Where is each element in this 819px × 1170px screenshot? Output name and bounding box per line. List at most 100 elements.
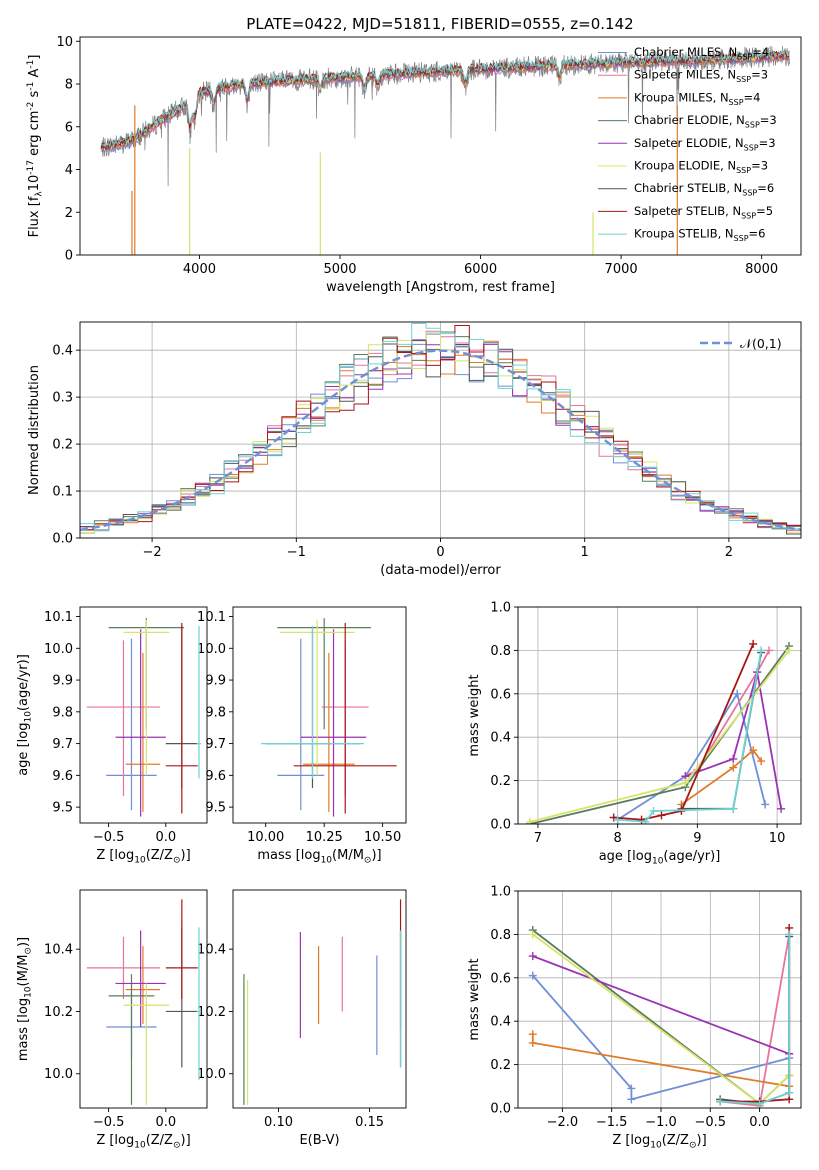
y-tick-label: 0.2: [490, 1058, 511, 1073]
label-segment: Chabrier MILES, N: [634, 45, 737, 59]
label-segment: SSP: [734, 234, 749, 243]
y-tick-label: 10.0: [44, 642, 73, 657]
errorbar-point: [86, 936, 161, 999]
errorbar-point: [115, 930, 166, 1028]
label-segment: erg cm: [27, 111, 42, 160]
weight-point-marker: [729, 754, 738, 763]
y-tick-label: 9.7: [52, 737, 73, 752]
weight-point-marker: [757, 757, 766, 766]
normal-reference-curve: [80, 349, 801, 531]
x-axis-label: age [log10(age/yr)]: [599, 849, 721, 867]
weight-point-marker: [528, 971, 537, 980]
weight-point-marker: [649, 806, 658, 815]
y-tick-label: 8: [65, 78, 73, 93]
label-segment: SSP: [736, 75, 751, 84]
weight-point-marker: [641, 817, 650, 824]
weight-point-marker: [613, 815, 622, 824]
errorbar-point: [277, 618, 371, 730]
label-segment: Chabrier STELIB, N: [634, 181, 742, 195]
legend-label: Salpeter ELODIE, NSSP=3: [634, 136, 776, 153]
residual-histogram-step: [80, 325, 801, 531]
errorbar-point: [123, 619, 170, 776]
y-tick-label: 9.5: [205, 801, 226, 816]
errorbar-point: [261, 626, 364, 779]
x-tick-label: 10.00: [247, 830, 284, 845]
x-tick-label: 0.0: [155, 830, 176, 845]
label-segment: ]: [27, 55, 42, 60]
label-segment: =4: [752, 45, 769, 59]
label-segment: mass [log: [257, 848, 320, 863]
weight-point-marker: [765, 646, 774, 655]
x-tick-label: −0.5: [694, 1115, 726, 1130]
weight-series-line: [680, 748, 762, 806]
label-segment: Kroupa STELIB, N: [634, 227, 734, 241]
x-tick-label: 4000: [183, 262, 216, 277]
legend-label: Kroupa ELODIE, NSSP=3: [634, 159, 768, 176]
errorbar-point: [123, 983, 170, 1105]
y-tick-label: 0.8: [490, 928, 511, 943]
y-tick-label: 6: [65, 120, 73, 135]
axes-frame: [517, 890, 802, 1109]
x-tick-label: 7000: [605, 262, 638, 277]
y-tick-label: 10: [56, 35, 73, 50]
label-segment: (Z/Z: [146, 1133, 173, 1148]
axes-frame: [79, 606, 208, 824]
label-segment: )]: [181, 1133, 191, 1148]
errorbar-point: [125, 653, 161, 812]
label-segment: Z [log: [612, 1133, 650, 1148]
legend-label: Salpeter STELIB, NSSP=5: [634, 204, 773, 221]
x-tick-label: 10.25: [306, 830, 343, 845]
y-tick-label: 9.6: [52, 769, 73, 784]
label-segment: 𝒩(0,1): [740, 336, 782, 351]
errorbar-point: [165, 899, 198, 999]
label-segment: ⊙: [364, 856, 372, 866]
label-segment: =3: [751, 159, 768, 173]
weight-point-marker: [729, 763, 738, 772]
label-segment: Salpeter ELODIE, N: [634, 136, 744, 150]
label-segment: E(B-V): [299, 1133, 339, 1148]
model-spectrum-line: [100, 49, 790, 150]
x-axis-label: E(B-V): [299, 1133, 339, 1148]
label-segment: -1: [26, 60, 36, 69]
y-tick-label: 1.0: [490, 885, 511, 900]
weight-point-marker: [528, 930, 537, 939]
label-segment: mass weight: [467, 674, 482, 756]
label-segment: age [log: [16, 723, 31, 776]
residuals-plot-area: [80, 323, 801, 535]
label-segment: (age/yr)]: [663, 849, 720, 864]
label-segment: =6: [749, 227, 766, 241]
x-tick-label: 0.15: [355, 1115, 384, 1130]
weight-point-marker: [681, 778, 690, 787]
label-segment: -2: [26, 102, 36, 111]
errorbar-point: [196, 626, 202, 779]
figure-title: PLATE=0422, MJD=51811, FIBERID=0555, z=0…: [246, 15, 633, 33]
label-segment: SSP: [737, 53, 752, 62]
age_vs_mass-axes: 10.00 10.25 10.50 9.5 9.6 9.7 9.8 9.9 10.0 10.1 ma…: [197, 606, 407, 866]
errorbar-point: [106, 638, 157, 811]
label-segment: SSP: [744, 143, 759, 152]
y-tick-label: 10.0: [197, 1067, 226, 1082]
mass_vs_z-axes: −0.5 0.010.010.210.4Z [log10(Z/Z⊙)]mass […: [16, 889, 208, 1151]
errorbar-point: [279, 619, 355, 776]
y-tick-label: 10.2: [44, 1005, 73, 1020]
axes-frame: [232, 889, 407, 1109]
legend-label: 𝒩(0,1): [740, 336, 782, 351]
y-tick-label: 10.4: [44, 943, 73, 958]
weight-series-line: [684, 649, 770, 778]
legend-label: Chabrier STELIB, NSSP=6: [634, 181, 774, 198]
label-segment: A: [27, 69, 42, 82]
errorbar-point: [165, 622, 198, 814]
weight-point-marker: [733, 689, 742, 698]
y-tick-label: 10.2: [197, 1005, 226, 1020]
axes-frame: [79, 889, 208, 1109]
y-tick-label: 0.6: [490, 687, 511, 702]
legend-label: Kroupa MILES, NSSP=4: [634, 90, 760, 107]
x-axis-label: wavelength [Angstrom, rest frame]: [326, 280, 555, 295]
x-tick-label: −0.5: [93, 830, 125, 845]
label-segment: )]: [181, 848, 191, 863]
y-tick-label: 9.8: [205, 705, 226, 720]
label-segment: ⊙: [173, 856, 181, 866]
weight-series-line: [613, 643, 755, 821]
y-tick-label: 10.0: [44, 1067, 73, 1082]
label-segment: 10: [24, 711, 34, 723]
